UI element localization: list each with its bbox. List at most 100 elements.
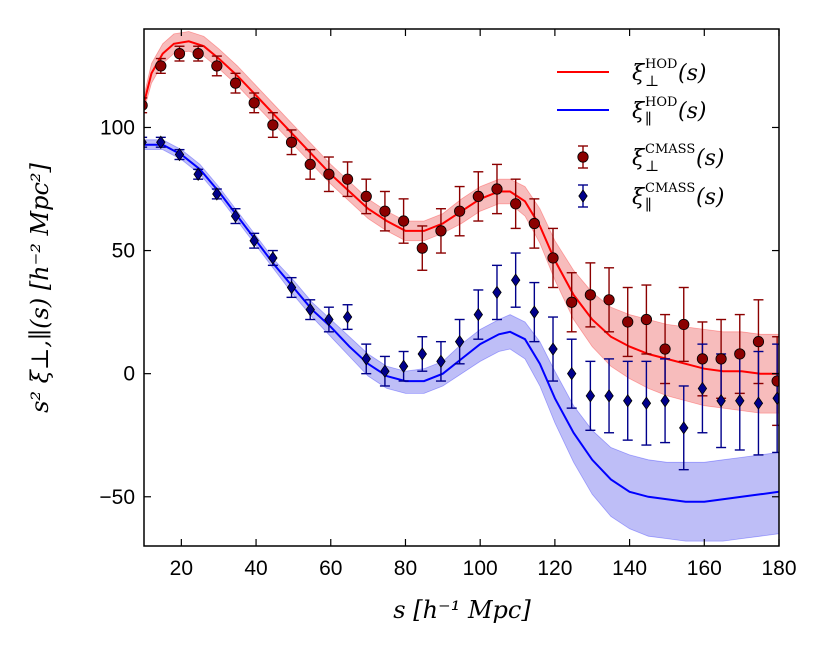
point-par-31	[716, 394, 726, 408]
point-perp-14	[398, 215, 410, 227]
point-perp-16	[435, 225, 447, 237]
point-perp-13	[379, 205, 391, 217]
point-par-14	[398, 359, 409, 373]
point-perp-3	[192, 48, 204, 60]
point-perp-23	[566, 296, 578, 308]
point-perp-28	[659, 343, 671, 355]
point-perp-10	[323, 168, 335, 180]
point-perp-11	[341, 173, 354, 185]
point-perp-34	[771, 375, 779, 387]
y-axis-label: s² ξ⊥,∥(s) [h⁻² Mpc²]	[26, 162, 54, 412]
point-par-33	[753, 396, 764, 410]
legend-argument: (s)	[678, 99, 706, 124]
point-perp-25	[603, 294, 615, 306]
x-tick-label-160: 160	[687, 557, 722, 580]
y-tick-label-50: 50	[112, 240, 135, 263]
point-par-28	[660, 394, 670, 408]
legend-superscript: HOD	[645, 95, 677, 110]
x-tick-label-100: 100	[463, 557, 498, 580]
line-perp	[144, 40, 779, 375]
point-par-8	[286, 280, 297, 295]
legend-subscript: ⊥	[645, 72, 659, 90]
point-par-22	[548, 342, 558, 356]
y-tick-label-0: 0	[123, 363, 135, 386]
point-par-12	[361, 352, 371, 366]
point-perp-12	[360, 190, 372, 203]
point-par-10	[324, 312, 334, 327]
x-tick-labels: 20 40 60 80 100 120 140 160 180	[170, 557, 797, 580]
point-par-1	[156, 135, 166, 149]
point-par-34	[772, 391, 779, 405]
legend-entry-2: ξ CMASS⊥ (s)	[577, 142, 724, 175]
legend-subscript: ∥	[645, 196, 652, 214]
point-par-7	[268, 251, 278, 265]
legend-entry-0: ξ HOD⊥ (s)	[557, 57, 706, 90]
point-perp-31	[715, 353, 727, 365]
legend-symbol: ξ	[632, 146, 646, 171]
legend-symbol: ξ	[632, 185, 646, 210]
legend-subscript: ⊥	[645, 157, 659, 175]
point-par-13	[380, 364, 390, 378]
y-tick-label-100: 100	[100, 116, 135, 139]
legend-superscript: CMASS	[645, 142, 695, 157]
x-tick-label-40: 40	[244, 557, 267, 580]
x-tick-label-180: 180	[761, 557, 796, 580]
point-perp-5	[229, 77, 242, 89]
axis-ticks	[144, 29, 780, 546]
point-par-6	[249, 234, 259, 248]
legend-marker-swatch	[578, 189, 588, 203]
point-par-16	[436, 354, 446, 369]
plot-frame	[143, 28, 780, 547]
x-tick-label-140: 140	[612, 557, 647, 580]
point-perp-20	[510, 198, 522, 210]
point-perp-29	[678, 318, 690, 331]
error-bar-perp-0	[144, 97, 148, 114]
point-perp-21	[528, 217, 540, 230]
point-par-25	[604, 389, 614, 403]
data-markers	[144, 48, 779, 435]
x-tick-label-20: 20	[170, 557, 193, 580]
point-par-4	[212, 187, 222, 201]
y-tick-labels: −50 0 50 100	[99, 116, 135, 508]
point-par-17	[454, 334, 465, 349]
point-par-18	[473, 307, 483, 322]
point-perp-32	[734, 348, 746, 360]
point-perp-15	[416, 242, 428, 254]
legend-marker-swatch	[577, 151, 589, 163]
point-perp-24	[584, 289, 596, 301]
point-par-21	[529, 305, 540, 319]
point-perp-22	[547, 252, 559, 264]
point-perp-4	[211, 60, 223, 72]
point-perp-0	[144, 100, 148, 111]
legend-subscript: ∥	[645, 110, 652, 128]
legend-argument: (s)	[696, 146, 724, 171]
legend-entry-3: ξ CMASS∥ (s)	[578, 181, 724, 214]
point-perp-9	[304, 158, 316, 171]
x-axis-label: s [h⁻¹ Mpc]	[393, 596, 531, 624]
point-par-26	[623, 394, 633, 408]
legend-superscript: HOD	[645, 57, 677, 72]
error-bar-par-0	[144, 136, 148, 148]
legend-argument: (s)	[696, 185, 724, 210]
y-tick-label--50: −50	[99, 486, 135, 509]
point-perp-30	[696, 353, 709, 365]
point-par-30	[697, 381, 708, 396]
legend-symbol: ξ	[632, 61, 646, 86]
point-perp-18	[472, 190, 484, 203]
point-perp-17	[454, 205, 466, 217]
point-perp-26	[622, 316, 634, 328]
point-par-5	[230, 209, 241, 223]
point-par-23	[567, 366, 577, 381]
point-par-3	[193, 167, 203, 181]
legend: ξ HOD⊥ (s)ξ HOD∥ (s)ξ CMASS⊥ (s)ξ CMASS∥ (s)	[557, 57, 724, 214]
point-par-15	[417, 347, 427, 361]
point-par-9	[305, 302, 315, 317]
legend-argument: (s)	[678, 61, 706, 86]
point-perp-33	[752, 336, 765, 348]
point-perp-7	[267, 119, 279, 131]
point-par-32	[735, 394, 745, 408]
point-perp-8	[285, 136, 298, 148]
point-par-24	[585, 389, 596, 403]
point-par-19	[492, 285, 502, 300]
